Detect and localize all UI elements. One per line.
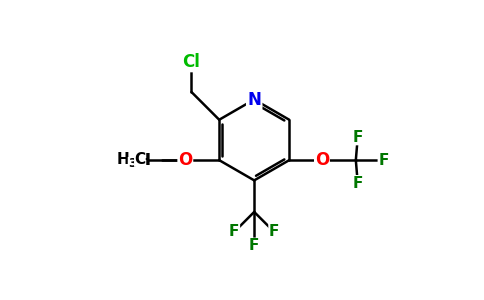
Text: Cl: Cl: [182, 53, 200, 71]
Text: F: F: [352, 176, 363, 191]
Text: F: F: [229, 224, 240, 239]
Text: C: C: [135, 152, 146, 166]
Text: H: H: [117, 152, 129, 166]
Text: F: F: [352, 130, 363, 145]
Text: N: N: [247, 91, 261, 109]
Text: F: F: [269, 224, 279, 239]
Text: F: F: [249, 238, 259, 253]
Text: 3: 3: [128, 157, 136, 170]
Text: O: O: [315, 151, 329, 169]
Text: H: H: [138, 153, 151, 168]
Text: O: O: [178, 151, 193, 169]
Text: H: H: [138, 153, 151, 168]
Text: F: F: [378, 153, 389, 168]
